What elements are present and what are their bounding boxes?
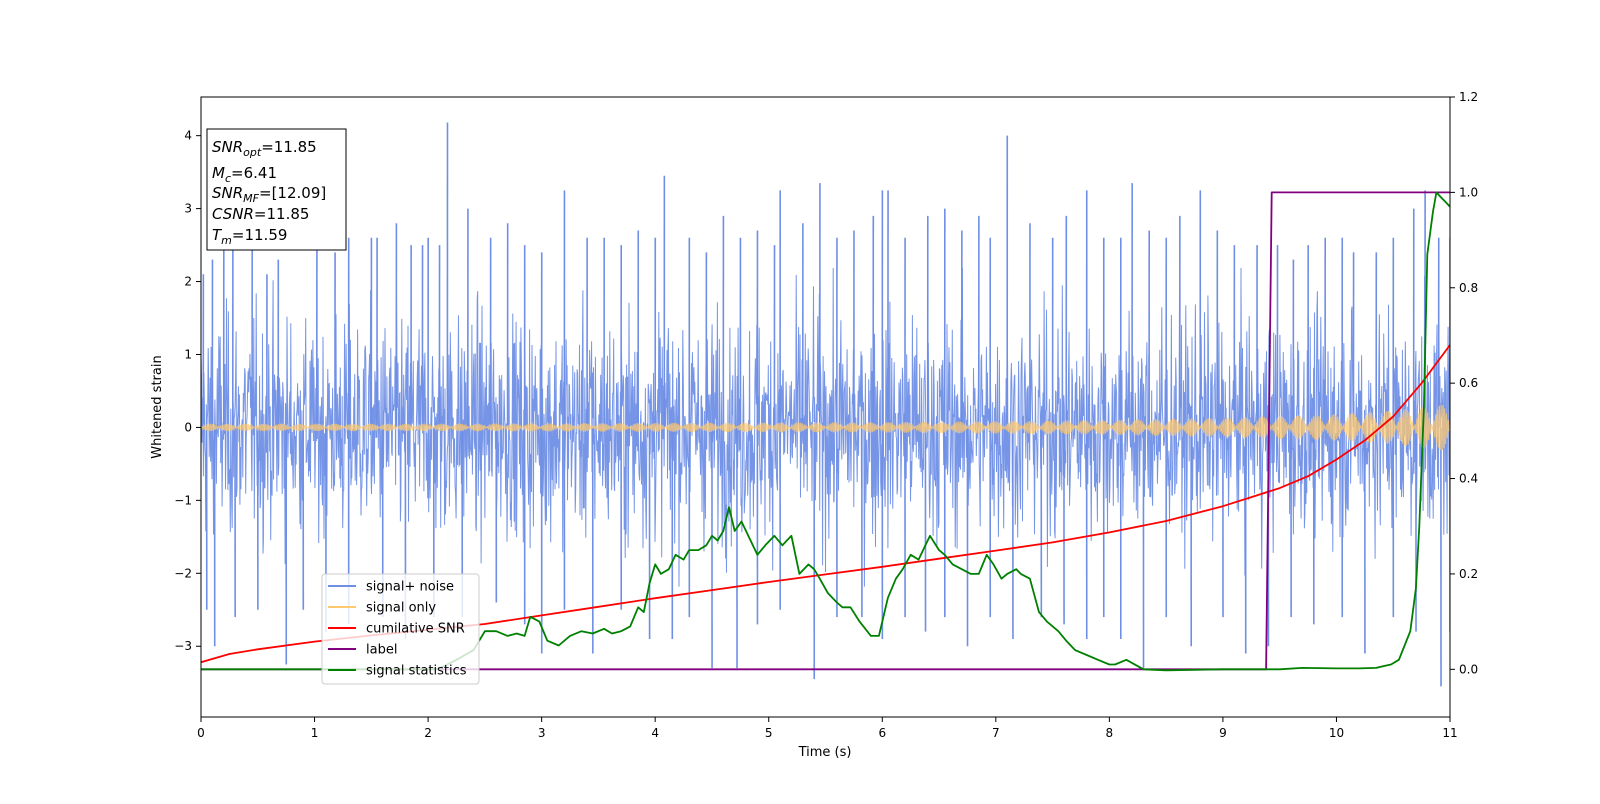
y2-tick-label: 1.2 xyxy=(1459,90,1478,104)
y2-tick-label: 0.0 xyxy=(1459,662,1478,676)
annotation-subscript: m xyxy=(221,234,232,247)
y-tick-label: 1 xyxy=(184,347,192,361)
y2-tick-label: 1.0 xyxy=(1459,185,1478,199)
x-tick-label: 5 xyxy=(765,726,773,740)
x-tick-label: 1 xyxy=(311,726,319,740)
x-tick-label: 4 xyxy=(651,726,659,740)
annotation-line: Mc=6.41 xyxy=(212,164,277,185)
y-tick-label: −2 xyxy=(174,566,192,580)
y-tick-label: −1 xyxy=(174,493,192,507)
x-tick-label: 2 xyxy=(424,726,432,740)
legend-label-2: cumilative SNR xyxy=(366,622,465,637)
x-tick-label: 11 xyxy=(1442,726,1457,740)
annotation-subscript: MF xyxy=(243,192,259,205)
x-tick-label: 0 xyxy=(197,726,205,740)
x-tick-label: 7 xyxy=(992,726,1000,740)
legend-label-3: label xyxy=(366,643,397,658)
annotation-value: =[12.09] xyxy=(259,184,326,202)
y-tick-label: 2 xyxy=(184,275,192,289)
annotation-line: CSNR=11.85 xyxy=(212,205,309,223)
annotation-line: SNRMF=[12.09] xyxy=(212,184,326,205)
legend-label-4: signal statistics xyxy=(366,664,467,679)
annotation-value: =11.85 xyxy=(261,138,317,156)
x-tick-label: 9 xyxy=(1219,726,1227,740)
y2-tick-label: 0.6 xyxy=(1459,376,1478,390)
y2-tick-label: 0.8 xyxy=(1459,281,1478,295)
annotation-symbol: SNR xyxy=(212,138,243,156)
annotation-subscript: opt xyxy=(243,146,262,159)
annotation-box: SNRopt=11.85Mc=6.41SNRMF=[12.09]CSNR=11.… xyxy=(207,129,346,250)
x-tick-label: 10 xyxy=(1329,726,1344,740)
y2-tick-label: 0.4 xyxy=(1459,472,1478,486)
y-axis-label: Whitened strain xyxy=(150,355,165,458)
y-tick-label: 4 xyxy=(184,129,192,143)
annotation-symbol: M xyxy=(212,164,225,182)
annotation-value: =6.41 xyxy=(231,164,277,182)
legend-label-1: signal only xyxy=(366,601,436,616)
y-tick-label: 0 xyxy=(184,420,192,434)
y-tick-label: −3 xyxy=(174,639,192,653)
annotation-symbol: SNR xyxy=(212,184,243,202)
annotation-value: =11.59 xyxy=(232,226,288,244)
annotation-line: SNRopt=11.85 xyxy=(212,138,317,159)
x-tick-label: 6 xyxy=(878,726,886,740)
annotation-symbol: CSNR xyxy=(212,205,254,223)
y2-tick-label: 0.2 xyxy=(1459,567,1478,581)
annotation-value: =11.85 xyxy=(254,205,310,223)
x-tick-label: 8 xyxy=(1106,726,1114,740)
legend: signal+ noise signal only cumilative SNR la… xyxy=(322,574,479,684)
x-tick-label: 3 xyxy=(538,726,546,740)
legend-label-0: signal+ noise xyxy=(366,580,454,595)
y-tick-label: 3 xyxy=(184,202,192,216)
x-axis-label: Time (s) xyxy=(798,745,852,760)
